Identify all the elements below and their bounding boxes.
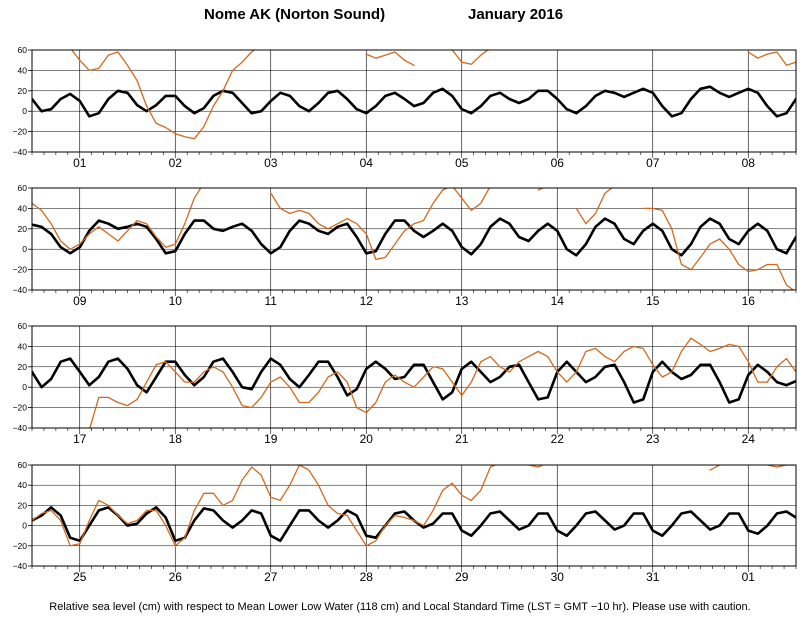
y-tick-label: 20	[18, 86, 28, 96]
observed-water-level-line	[89, 337, 796, 428]
day-label: 24	[742, 432, 756, 446]
y-tick-label: −40	[13, 285, 28, 295]
y-tick-label: −20	[13, 403, 28, 413]
y-tick-label: 60	[18, 45, 28, 55]
predicted-tide-line	[32, 357, 796, 404]
y-tick-label: 60	[18, 321, 28, 331]
y-tick-label: −20	[13, 541, 28, 551]
panel-4: 60 40 20 0 −20 −40 25 26 27 28 29 30 31 01	[13, 460, 797, 584]
y-tick-label: 0	[22, 521, 27, 531]
day-label: 22	[551, 432, 565, 446]
predicted-tide-line	[32, 217, 796, 257]
day-label: 27	[264, 570, 278, 584]
day-label: 26	[169, 570, 183, 584]
chart-title: Nome AK (Norton Sound) January 2016	[0, 6, 800, 28]
observed-water-level-line	[32, 465, 796, 547]
day-label: 03	[264, 156, 278, 170]
day-label: 08	[742, 156, 756, 170]
observed-water-level-line	[70, 50, 796, 140]
day-label: 17	[73, 432, 87, 446]
y-tick-label: −20	[13, 127, 28, 137]
y-tick-label: 20	[18, 224, 28, 234]
day-label: 01	[73, 156, 87, 170]
day-label: 28	[360, 570, 374, 584]
day-label: 04	[360, 156, 374, 170]
y-tick-label: 0	[22, 244, 27, 254]
predicted-tide-line	[32, 85, 796, 118]
day-label: 19	[264, 432, 278, 446]
day-label: 23	[646, 432, 660, 446]
day-label: 20	[360, 432, 374, 446]
y-tick-label: 20	[18, 362, 28, 372]
y-tick-label: 60	[18, 183, 28, 193]
day-label: 30	[551, 570, 565, 584]
day-label: 25	[73, 570, 87, 584]
y-tick-label: −40	[13, 147, 28, 157]
panel-3: 60 40 20 0 −20 −40 17 18 19 20 21 22 23 24	[13, 321, 797, 446]
day-label: 06	[551, 156, 565, 170]
y-tick-label: 40	[18, 480, 28, 490]
day-label: 14	[551, 294, 565, 308]
y-tick-label: 0	[22, 106, 27, 116]
day-label: 11	[265, 294, 278, 308]
panel-2: 60 40 20 0 −20 −40 09 10 11 12 13 14 15 16	[13, 183, 797, 308]
footer-note: Relative sea level (cm) with respect to …	[49, 601, 751, 613]
title-station: Nome AK (Norton Sound)	[204, 6, 386, 23]
y-tick-label: 40	[18, 203, 28, 213]
day-label: 05	[455, 156, 469, 170]
y-tick-label: −40	[13, 423, 28, 433]
day-label: 31	[646, 570, 660, 584]
y-tick-label: −20	[13, 265, 28, 275]
y-tick-label: 40	[18, 65, 28, 75]
y-tick-label: 20	[18, 500, 28, 510]
y-tick-label: −40	[13, 561, 28, 571]
day-label: 02	[169, 156, 183, 170]
day-label: 13	[455, 294, 469, 308]
panel-frame	[31, 49, 797, 153]
y-tick-label: 0	[22, 382, 27, 392]
y-tick-label: 60	[18, 460, 28, 470]
predicted-tide-line	[32, 506, 796, 543]
day-label: 29	[455, 570, 469, 584]
day-label: 21	[455, 432, 469, 446]
observed-water-level-line	[32, 188, 795, 290]
day-label: 01	[742, 570, 756, 584]
panel-frame	[31, 325, 797, 429]
day-label: 15	[646, 294, 660, 308]
day-label: 10	[169, 294, 183, 308]
panel-frame	[31, 187, 797, 291]
panel-frame	[31, 464, 797, 567]
day-label: 18	[169, 432, 183, 446]
y-tick-label: 40	[18, 341, 28, 351]
day-label: 12	[360, 294, 374, 308]
day-label: 16	[742, 294, 756, 308]
title-month: January 2016	[468, 6, 564, 23]
day-label: 09	[73, 294, 87, 308]
day-label: 07	[646, 156, 660, 170]
panel-1: 60 40 20 0 −20 −40 01 02 03 04 05 06 07 08	[13, 45, 797, 170]
